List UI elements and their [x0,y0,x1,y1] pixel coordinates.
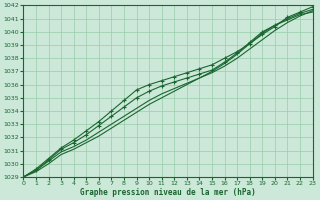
X-axis label: Graphe pression niveau de la mer (hPa): Graphe pression niveau de la mer (hPa) [80,188,256,197]
